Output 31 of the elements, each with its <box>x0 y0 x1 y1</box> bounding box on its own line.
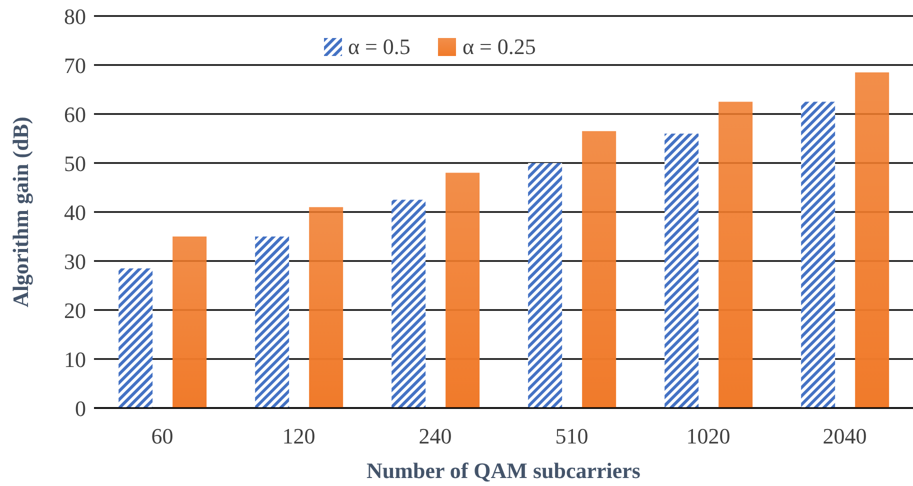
x-axis-title: Number of QAM subcarriers <box>366 458 641 483</box>
y-tick-label: 40 <box>64 200 86 225</box>
x-tick-label: 1020 <box>686 424 730 449</box>
bar <box>582 131 616 408</box>
y-tick-label: 30 <box>64 248 86 274</box>
x-tick-label: 120 <box>282 424 316 449</box>
bar <box>446 172 480 408</box>
y-tick-label: 70 <box>64 52 86 78</box>
bar <box>172 236 207 408</box>
bar <box>801 102 836 408</box>
x-tick-label: 2040 <box>822 424 867 449</box>
y-axis-title: Algorithm gain (dB) <box>8 116 33 308</box>
bar <box>118 268 153 408</box>
y-tick-label: 50 <box>64 150 86 176</box>
bar <box>855 72 890 408</box>
bar <box>528 163 562 408</box>
legend-label: α = 0.25 <box>462 34 536 60</box>
bar <box>255 236 290 408</box>
y-tick-label: 10 <box>64 346 86 372</box>
y-tick-label: 60 <box>64 102 86 127</box>
y-tick-label: 0 <box>75 396 86 421</box>
legend-label: α = 0.5 <box>348 34 410 60</box>
x-tick-label: 510 <box>555 424 588 449</box>
bar <box>718 102 753 408</box>
x-tick-label: 240 <box>418 424 452 449</box>
bar <box>664 134 699 408</box>
y-tick-label: 80 <box>64 4 86 29</box>
bar <box>309 207 344 408</box>
x-tick-label: 60 <box>151 424 174 449</box>
y-tick-label: 20 <box>64 298 86 323</box>
bar <box>392 200 426 408</box>
